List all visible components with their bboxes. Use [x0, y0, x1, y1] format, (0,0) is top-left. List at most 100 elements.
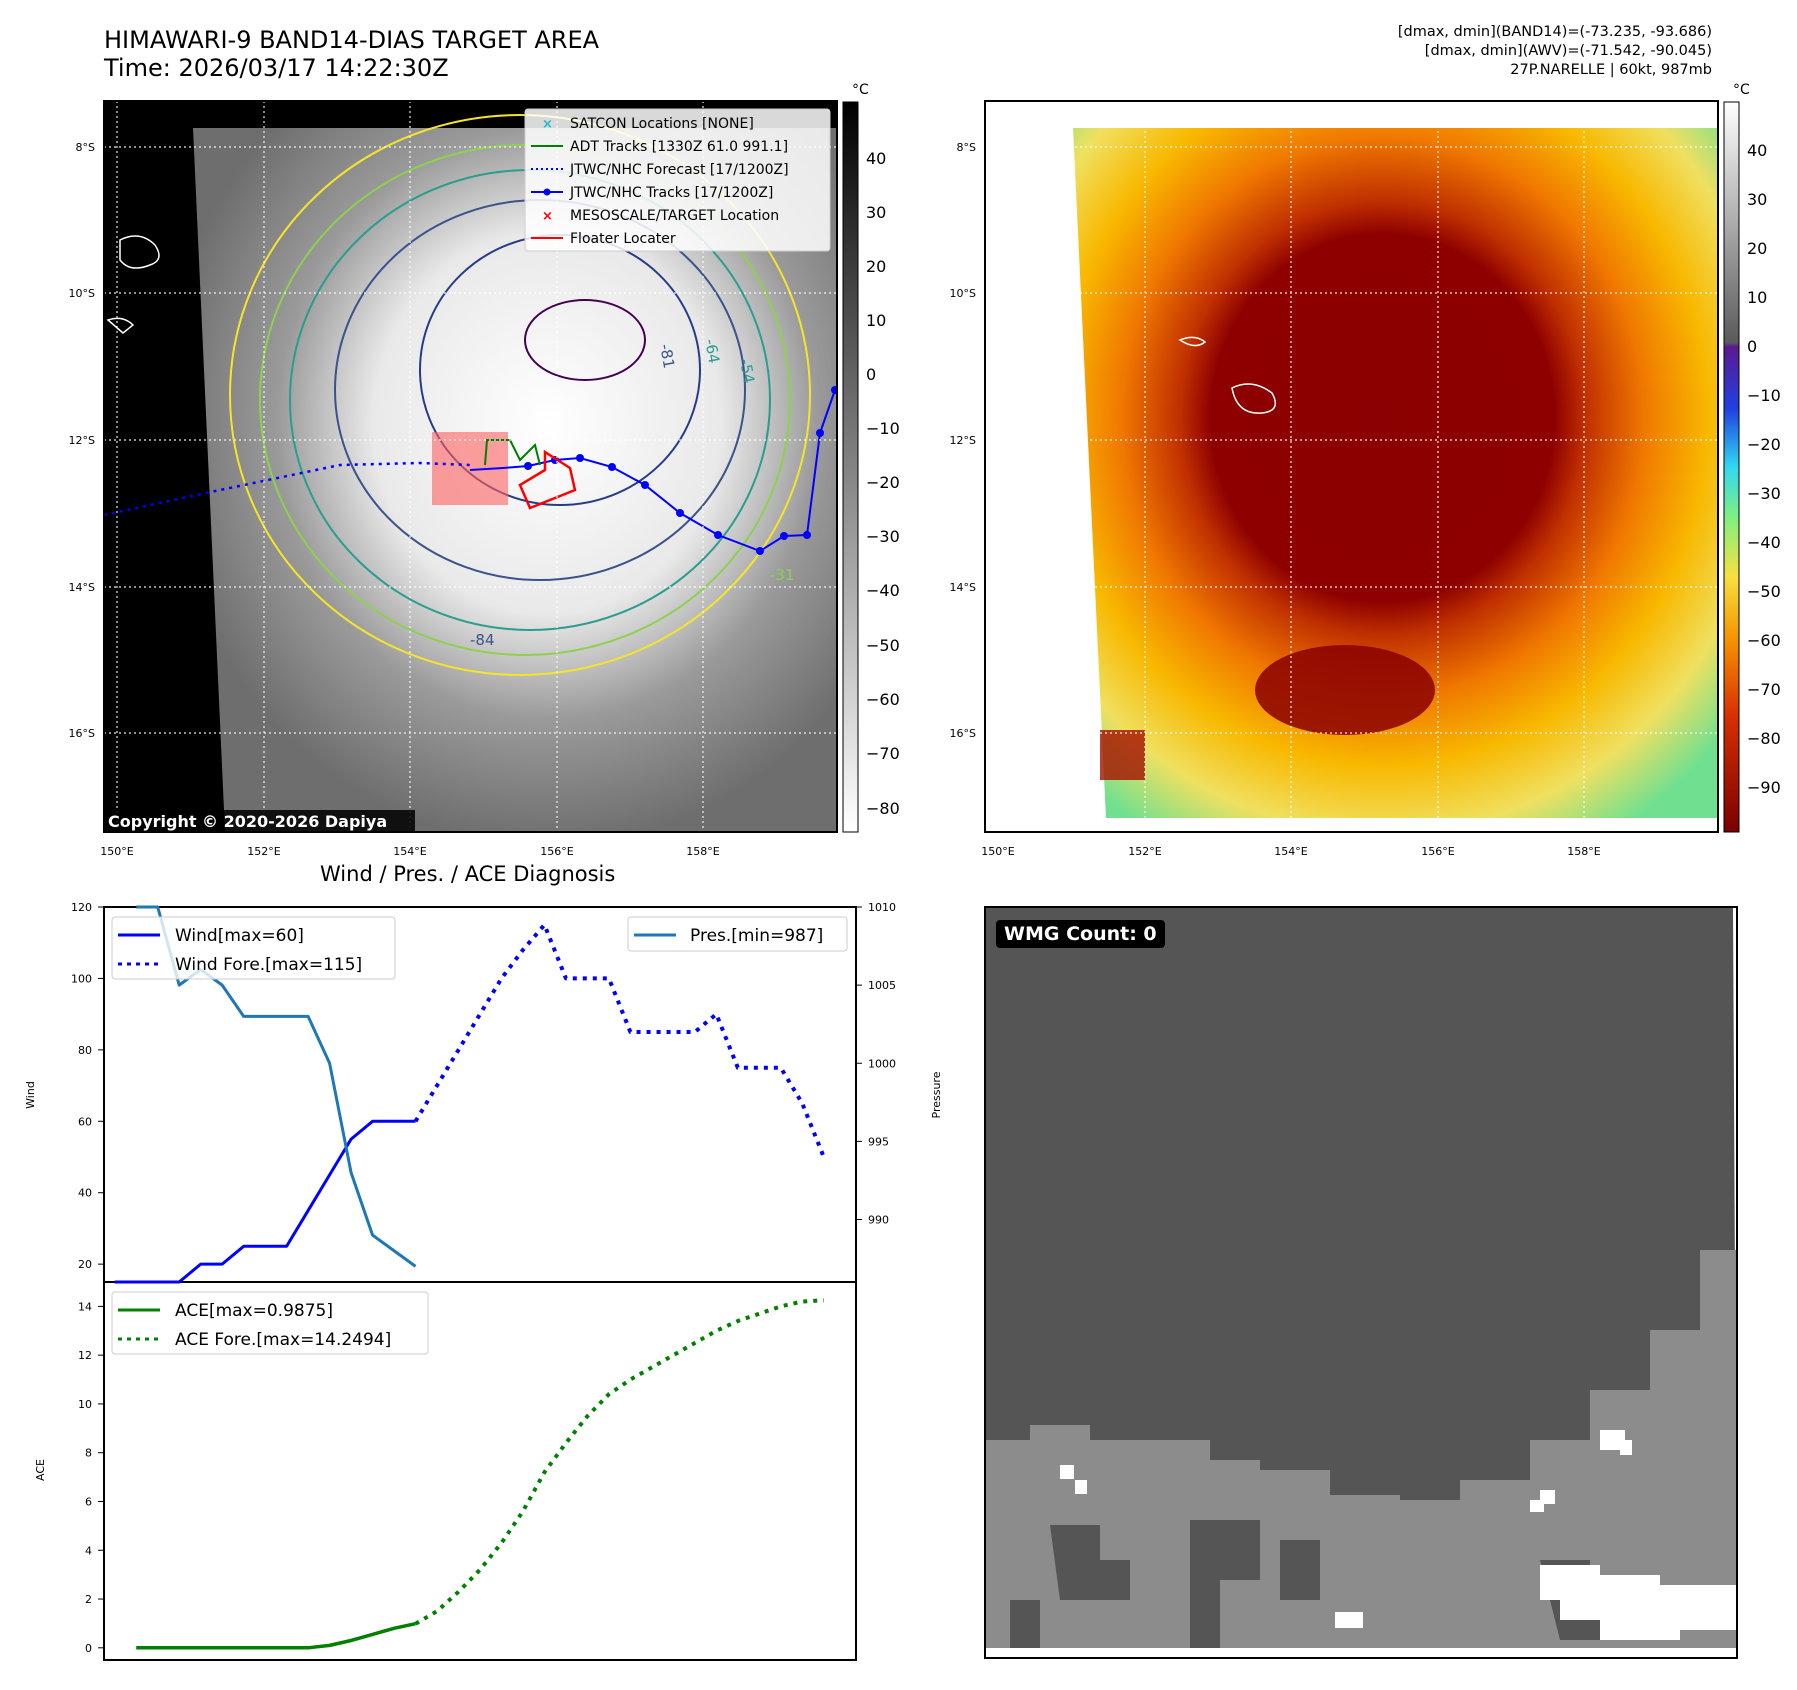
legend-wind-fore: Wind Fore.[max=115]	[175, 955, 362, 975]
cb2-tick: −10	[1747, 386, 1781, 405]
wmg-count-label: WMG Count: 0	[996, 920, 1165, 948]
cb2-tick: 10	[1747, 288, 1767, 307]
pres-tick-labels: 990 995 1000 1005 1010	[856, 901, 896, 1227]
ace-tick-label: 2	[85, 1593, 92, 1606]
cb1-tick: −50	[866, 636, 900, 655]
pres-tick-label: 1000	[868, 1057, 896, 1070]
ace-axis-label: ACE	[34, 1459, 47, 1481]
series-line	[136, 905, 417, 1268]
cb1-tick: −20	[866, 473, 900, 492]
satellite-imagery	[193, 128, 837, 832]
series-line	[114, 1119, 416, 1284]
ace-series	[136, 1298, 824, 1650]
wind-tick-label: 20	[78, 1258, 92, 1271]
ace-tick-label: 10	[78, 1398, 92, 1411]
ace-legend: ACE[max=0.9875] ACE Fore.[max=14.2494]	[111, 1291, 429, 1355]
ace-tick-label: 6	[85, 1495, 92, 1508]
map2-lon-labels: 150°E 152°E 154°E 156°E 158°E	[981, 845, 1600, 858]
wind-axis-label: Wind	[24, 1081, 37, 1109]
lon-label: 154°E	[1274, 845, 1307, 858]
legend-ace-fore: ACE Fore.[max=14.2494]	[175, 1330, 391, 1350]
legend-satcon: SATCON Locations [NONE]	[570, 116, 754, 132]
legend-wind: Wind[max=60]	[175, 926, 304, 946]
legend-mesoscale: MESOSCALE/TARGET Location	[570, 208, 779, 224]
band14-map: -81 -54 -64 -84 -31	[104, 101, 837, 832]
svg-text:×: ×	[542, 117, 553, 132]
svg-text:-84: -84	[470, 631, 495, 649]
info-line-2: [dmax, dmin](AWV)=(-71.542, -90.045)	[1424, 43, 1712, 59]
cb1-tick: −10	[866, 419, 900, 438]
ace-tick-label: 0	[85, 1642, 92, 1655]
legend-adt: ADT Tracks [1330Z 61.0 991.1]	[570, 139, 788, 155]
pres-tick-label: 990	[868, 1214, 889, 1227]
pres-axis-label: Pressure	[930, 1071, 943, 1118]
svg-text:×: ×	[542, 209, 553, 224]
cb1-tick: −70	[866, 744, 900, 763]
legend-forecast: JTWC/NHC Forecast [17/1200Z]	[569, 162, 789, 178]
legend-tracks: JTWC/NHC Tracks [17/1200Z]	[569, 185, 773, 201]
satellite-imagery-color	[1073, 128, 1718, 818]
ace-tick-labels: 0 2 4 6 8 10 12 14	[78, 1300, 104, 1655]
cb2-tick: −40	[1747, 533, 1781, 552]
wind-tick-label: 120	[71, 901, 92, 914]
svg-text:-54: -54	[736, 358, 758, 385]
cb1-tick: 20	[866, 257, 886, 276]
cb2-tick: −80	[1747, 729, 1781, 748]
lon-label: 158°E	[1567, 845, 1600, 858]
lat-label: 8°S	[957, 141, 976, 154]
cb2-tick: 30	[1747, 190, 1767, 209]
cb1-tick: −40	[866, 581, 900, 600]
colorbar-awv: °C 40 30 20 10 0 −10 −20 −30 −40 −50 −60…	[1723, 82, 1781, 833]
cb2-tick: −70	[1747, 680, 1781, 699]
wind-tick-label: 40	[78, 1187, 92, 1200]
cb1-tick: 40	[866, 149, 886, 168]
wind-tick-labels: 20 40 60 80 100 120	[71, 901, 104, 1271]
colorbar-band14: °C 40 30 20 10 0 −10 −20 −30 −40 −50 −60…	[842, 82, 900, 833]
figure-title: HIMAWARI-9 BAND14-DIAS TARGET AREA Time:…	[104, 26, 599, 82]
top-panels: -81 -54 -64 -84 -31	[69, 82, 1781, 858]
title-line-1: HIMAWARI-9 BAND14-DIAS TARGET AREA	[104, 26, 600, 54]
awv-map	[985, 101, 1718, 832]
pres-tick-label: 1005	[868, 979, 896, 992]
cb2-tick: 0	[1747, 337, 1757, 356]
storm-info: [dmax, dmin](BAND14)=(-73.235, -93.686) …	[1398, 23, 1712, 80]
pres-tick-label: 995	[868, 1135, 889, 1148]
lat-label: 12°S	[69, 434, 95, 447]
series-line	[414, 1298, 824, 1626]
cb1-tick: −60	[866, 690, 900, 709]
ace-tick-label: 14	[78, 1300, 92, 1313]
legend-ace: ACE[max=0.9875]	[175, 1301, 333, 1321]
lat-label: 8°S	[76, 141, 95, 154]
svg-text:-31: -31	[770, 566, 795, 584]
cb1-tick: −30	[866, 527, 900, 546]
svg-text:-64: -64	[701, 338, 723, 365]
legend-pres: Pres.[min=987]	[690, 926, 823, 946]
copyright-label: Copyright © 2020-2026 Dapiya	[108, 812, 387, 831]
cb2-tick: −90	[1747, 778, 1781, 797]
cb2-tick: −50	[1747, 582, 1781, 601]
lat-label: 14°S	[69, 581, 95, 594]
map2-lat-labels: 8°S 10°S 12°S 14°S 16°S	[950, 141, 976, 740]
colorbar-unit: °C	[852, 82, 869, 98]
lon-label: 152°E	[247, 845, 280, 858]
cb1-tick: 10	[866, 311, 886, 330]
cb1-tick: 0	[866, 365, 876, 384]
lat-label: 12°S	[950, 434, 976, 447]
map1-lat-labels: 8°S 10°S 12°S 14°S 16°S	[69, 141, 95, 740]
pres-tick-label: 1010	[868, 901, 896, 914]
series-line	[413, 922, 826, 1158]
cb1-tick: 30	[866, 203, 886, 222]
wind-series	[114, 905, 826, 1284]
ace-tick-label: 12	[78, 1349, 92, 1362]
map-legend: × SATCON Locations [NONE] ADT Tracks [13…	[524, 108, 831, 252]
series-line	[136, 1622, 416, 1650]
legend-floater: Floater Locater	[570, 231, 676, 247]
title-line-2: Time: 2026/03/17 14:22:30Z	[104, 54, 449, 82]
ace-tick-label: 8	[85, 1447, 92, 1460]
wind-tick-label: 60	[78, 1115, 92, 1128]
lat-label: 14°S	[950, 581, 976, 594]
ace-panel-frame	[103, 1281, 857, 1661]
lon-label: 154°E	[393, 845, 426, 858]
colorbar-unit: °C	[1733, 82, 1750, 98]
